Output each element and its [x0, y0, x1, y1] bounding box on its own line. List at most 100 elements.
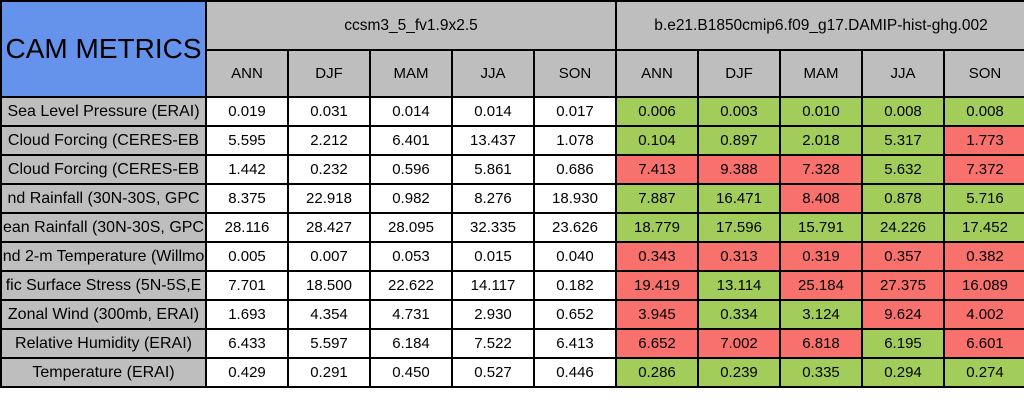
model-header-row: CAM METRICS ccsm3_5_fv1.9x2.5 b.e21.B185… — [0, 0, 1024, 98]
metric-value-cell-green: 16.471 — [697, 183, 781, 214]
metric-value-cell-green: 0.008 — [943, 96, 1024, 127]
table-row: ean Rainfall (30N-30S, GPC 28.116 28.427 28… — [0, 212, 1024, 243]
metric-value-cell: 0.291 — [287, 357, 371, 388]
metric-value-cell-red: 0.319 — [779, 241, 863, 272]
metric-value-cell: 0.527 — [451, 357, 535, 388]
metric-value-cell-green: 2.018 — [779, 125, 863, 156]
cam-metrics-table: CAM METRICS ccsm3_5_fv1.9x2.5 b.e21.B185… — [0, 0, 1024, 388]
table-row: nd 2-m Temperature (Willmo 0.005 0.007 0.05… — [0, 241, 1024, 272]
metric-row-label: nd Rainfall (30N-30S, GPC — [0, 183, 207, 214]
metric-value-cell-red: 19.419 — [615, 270, 699, 301]
metric-value-cell-green: 0.104 — [615, 125, 699, 156]
metric-value-cell: 0.182 — [533, 270, 617, 301]
metric-value-cell: 0.232 — [287, 154, 371, 185]
metric-value-cell: 0.015 — [451, 241, 535, 272]
metric-value-cell-green: 17.596 — [697, 212, 781, 243]
metric-row-label: Cloud Forcing (CERES-EB — [0, 154, 207, 185]
metric-value-cell: 5.597 — [287, 328, 371, 359]
season-header-m2-mam: MAM — [779, 49, 863, 98]
metric-value-cell: 1.693 — [205, 299, 289, 330]
metric-value-cell: 0.040 — [533, 241, 617, 272]
metric-value-cell: 22.918 — [287, 183, 371, 214]
metric-value-cell: 0.450 — [369, 357, 453, 388]
metric-value-cell: 22.622 — [369, 270, 453, 301]
metric-value-cell: 6.184 — [369, 328, 453, 359]
metric-value-cell-green: 0.274 — [943, 357, 1024, 388]
metric-value-cell: 0.446 — [533, 357, 617, 388]
metric-value-cell: 6.413 — [533, 328, 617, 359]
metric-value-cell: 0.429 — [205, 357, 289, 388]
metric-value-cell-red: 6.818 — [779, 328, 863, 359]
metric-value-cell-red: 27.375 — [861, 270, 945, 301]
metric-value-cell: 4.731 — [369, 299, 453, 330]
metric-value-cell: 0.031 — [287, 96, 371, 127]
metric-value-cell: 0.005 — [205, 241, 289, 272]
season-header-m2-jja: JJA — [861, 49, 945, 98]
metric-value-cell-green: 24.226 — [861, 212, 945, 243]
metric-value-cell: 18.930 — [533, 183, 617, 214]
model-name-header-2: b.e21.B1850cmip6.f09_g17.DAMIP-hist-ghg.… — [615, 0, 1024, 51]
season-header-m2-djf: DJF — [697, 49, 781, 98]
metric-value-cell: 4.354 — [287, 299, 371, 330]
metric-value-cell-green: 0.006 — [615, 96, 699, 127]
metric-value-cell: 0.652 — [533, 299, 617, 330]
metric-value-cell-green: 0.294 — [861, 357, 945, 388]
metric-value-cell-green: 0.010 — [779, 96, 863, 127]
metric-value-cell-green: 0.897 — [697, 125, 781, 156]
metric-value-cell-green: 0.335 — [779, 357, 863, 388]
metric-value-cell: 0.982 — [369, 183, 453, 214]
metric-value-cell-red: 0.357 — [861, 241, 945, 272]
metric-value-cell-red: 9.624 — [861, 299, 945, 330]
table-row: Zonal Wind (300mb, ERAI) 1.693 4.354 4.731 2… — [0, 299, 1024, 330]
table-title: CAM METRICS — [0, 0, 207, 98]
metric-value-cell-red: 7.328 — [779, 154, 863, 185]
metric-value-cell: 18.500 — [287, 270, 371, 301]
table-row: Cloud Forcing (CERES-EB 5.595 2.212 6.401 13… — [0, 125, 1024, 156]
metric-value-cell-red: 3.945 — [615, 299, 699, 330]
table-row: Relative Humidity (ERAI) 6.433 5.597 6.184 7… — [0, 328, 1024, 359]
metric-value-cell: 28.116 — [205, 212, 289, 243]
metric-value-cell-green: 7.887 — [615, 183, 699, 214]
metric-row-label: nd 2-m Temperature (Willmo — [0, 241, 207, 272]
metric-value-cell: 13.437 — [451, 125, 535, 156]
metric-value-cell: 8.276 — [451, 183, 535, 214]
metric-value-cell: 0.686 — [533, 154, 617, 185]
metric-value-cell-red: 6.652 — [615, 328, 699, 359]
metric-value-cell-red: 7.413 — [615, 154, 699, 185]
season-header-m2-son: SON — [943, 49, 1024, 98]
season-header-m1-son: SON — [533, 49, 617, 98]
metric-value-cell: 0.019 — [205, 96, 289, 127]
metric-value-cell-green: 0.878 — [861, 183, 945, 214]
metric-row-label: Sea Level Pressure (ERAI) — [0, 96, 207, 127]
metric-value-cell-red: 1.773 — [943, 125, 1024, 156]
metric-value-cell-red: 6.601 — [943, 328, 1024, 359]
season-header-m1-djf: DJF — [287, 49, 371, 98]
metric-value-cell-green: 5.632 — [861, 154, 945, 185]
metric-value-cell: 14.117 — [451, 270, 535, 301]
metric-value-cell: 0.596 — [369, 154, 453, 185]
table-row: nd Rainfall (30N-30S, GPC 8.375 22.918 0.98… — [0, 183, 1024, 214]
metric-row-label: Zonal Wind (300mb, ERAI) — [0, 299, 207, 330]
metrics-body: Sea Level Pressure (ERAI) 0.019 0.031 0.014… — [0, 96, 1024, 388]
metric-value-cell-green: 3.124 — [779, 299, 863, 330]
metric-value-cell: 1.442 — [205, 154, 289, 185]
metric-value-cell-green: 5.716 — [943, 183, 1024, 214]
metric-value-cell-green: 5.317 — [861, 125, 945, 156]
metric-value-cell: 28.427 — [287, 212, 371, 243]
metric-value-cell-red: 7.372 — [943, 154, 1024, 185]
metric-row-label: fic Surface Stress (5N-5S,E — [0, 270, 207, 301]
metric-value-cell: 1.078 — [533, 125, 617, 156]
metric-value-cell: 2.212 — [287, 125, 371, 156]
season-header-row: ANN DJF MAM JJA SON ANN DJF MAM JJA SON — [1, 49, 1024, 98]
metric-value-cell-green: 0.003 — [697, 96, 781, 127]
metric-value-cell-green: 0.239 — [697, 357, 781, 388]
metric-value-cell: 5.861 — [451, 154, 535, 185]
metric-value-cell-green: 0.008 — [861, 96, 945, 127]
metric-value-cell: 0.007 — [287, 241, 371, 272]
table-row: Sea Level Pressure (ERAI) 0.019 0.031 0.014… — [0, 96, 1024, 127]
metric-value-cell: 6.401 — [369, 125, 453, 156]
metric-row-label: Temperature (ERAI) — [0, 357, 207, 388]
metric-value-cell-green: 13.114 — [697, 270, 781, 301]
metric-row-label: Relative Humidity (ERAI) — [0, 328, 207, 359]
metric-value-cell: 23.626 — [533, 212, 617, 243]
